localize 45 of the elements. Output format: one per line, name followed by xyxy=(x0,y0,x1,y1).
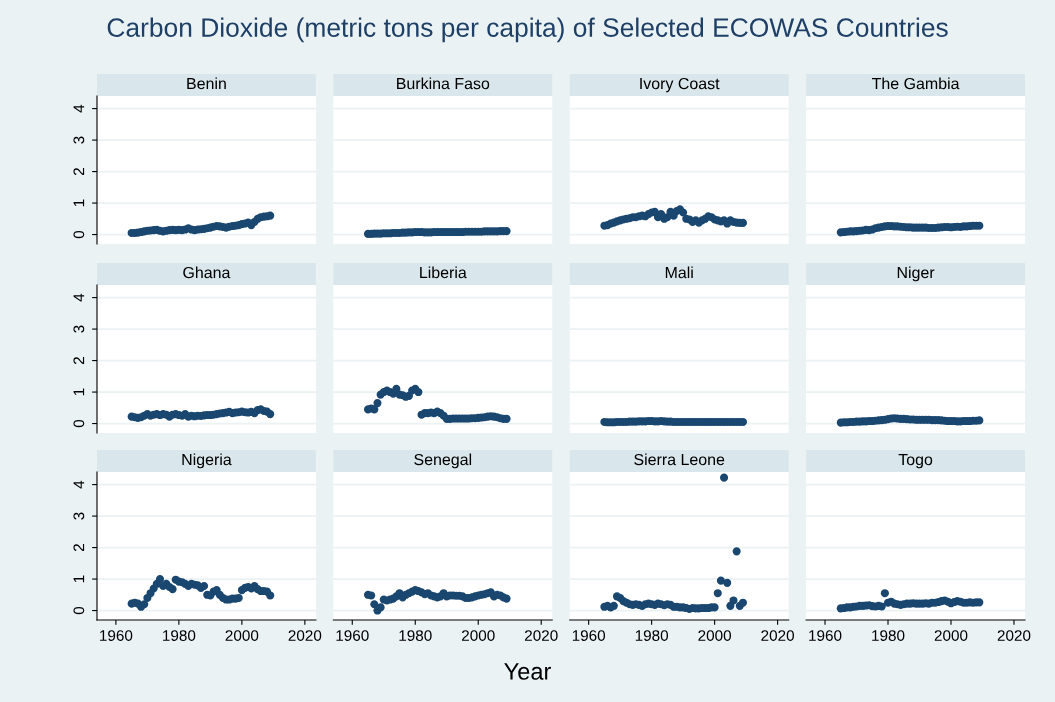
x-tick-label: 1960 xyxy=(336,630,369,641)
chart-title: Niger xyxy=(897,266,935,282)
x-tick-label: 2000 xyxy=(698,630,732,641)
x-tick-label: 2000 xyxy=(462,630,495,641)
x-tick-label: 1960 xyxy=(572,630,606,641)
y-tick-label: 4 xyxy=(73,480,85,489)
x-tick-label: 2020 xyxy=(997,630,1031,641)
x-tick-label: 1980 xyxy=(872,630,905,641)
x-tick-label: 2020 xyxy=(761,630,794,641)
x-tick-label: 1960 xyxy=(100,630,133,641)
x-tick-label: 1980 xyxy=(399,630,432,641)
chart-title: Senegal xyxy=(414,453,472,469)
chart-title: Sierra Leone xyxy=(634,453,725,466)
x-tick-label: 2000 xyxy=(225,630,259,641)
y-tick-label: 1 xyxy=(73,199,85,207)
x-tick-label: 2020 xyxy=(288,630,322,641)
x-tick-label: 2020 xyxy=(525,630,558,641)
y-tick-label: 3 xyxy=(73,325,85,333)
chart-title: Mali xyxy=(665,266,693,279)
y-tick-label: 2 xyxy=(73,357,85,365)
y-tick-label: 1 xyxy=(73,388,85,396)
chart-title: Liberia xyxy=(420,266,467,279)
y-tick-label: 0 xyxy=(73,606,85,615)
x-tick-label: 1980 xyxy=(635,630,669,641)
y-tick-label: 0 xyxy=(73,230,85,239)
y-tick-label: 4 xyxy=(73,104,85,113)
chart-title: Ivory Coast xyxy=(640,77,720,93)
chart-title: Benin xyxy=(187,77,226,90)
y-tick-label: 2 xyxy=(73,544,85,552)
chart-title: Nigeria xyxy=(182,453,232,469)
chart-title: The Gambia xyxy=(871,77,960,90)
x-tick-label: 1980 xyxy=(163,630,196,641)
text: Year xyxy=(504,663,551,680)
text: Carbon Dioxide (metric tons per capita) of Selected ECOWAS Countries xyxy=(107,17,948,43)
x-tick-label: 1960 xyxy=(809,630,842,641)
y-tick-label: 1 xyxy=(73,575,85,583)
y-tick-label: 4 xyxy=(73,293,85,302)
chart-title: Togo xyxy=(898,454,933,469)
y-tick-label: 3 xyxy=(73,136,85,144)
y-tick-label: 2 xyxy=(73,168,85,176)
chart-title: Burkina Faso xyxy=(397,77,490,90)
x-tick-label: 2000 xyxy=(934,630,968,641)
y-tick-label: 3 xyxy=(73,512,85,520)
y-tick-label: 0 xyxy=(73,419,85,428)
chart-title: Ghana xyxy=(183,266,231,279)
